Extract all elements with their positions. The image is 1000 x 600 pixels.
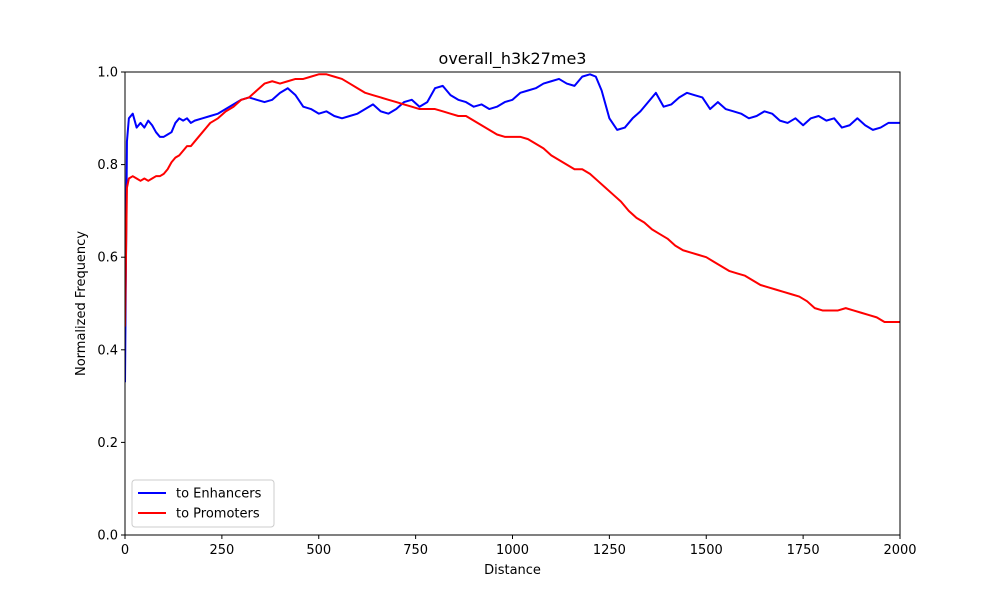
legend-label: to Enhancers [176,487,262,502]
y-tick-label: 1.0 [97,66,118,81]
x-tick-label: 2000 [883,543,916,558]
y-tick-label: 0.0 [97,529,118,544]
series-line-promoters [125,73,900,327]
y-axis: 0.0 0.2 0.4 0.6 0.8 1.0 [97,66,125,544]
x-tick-label: 0 [121,543,129,558]
x-tick-label: 1250 [593,543,626,558]
y-tick-label: 0.8 [97,158,118,173]
x-axis: 0 250 500 750 1000 1250 1500 1750 2000 [121,535,917,558]
y-tick-label: 0.4 [97,343,118,358]
legend-label: to Promoters [176,507,260,522]
x-tick-label: 750 [403,543,428,558]
x-tick-label: 250 [209,543,234,558]
x-tick-label: 1500 [690,543,723,558]
legend: to Enhancers to Promoters [131,479,275,528]
x-tick-label: 500 [306,543,331,558]
y-tick-label: 0.6 [97,251,118,266]
x-tick-label: 1750 [787,543,820,558]
series-line-enhancers [125,73,900,383]
legend-box [131,479,275,528]
chart-title: overall_h3k27me3 [439,49,587,69]
x-tick-label: 1000 [496,543,529,558]
y-axis-label: Normalized Frequency [74,231,89,376]
x-axis-label: Distance [484,563,541,578]
y-tick-label: 0.2 [97,436,118,451]
